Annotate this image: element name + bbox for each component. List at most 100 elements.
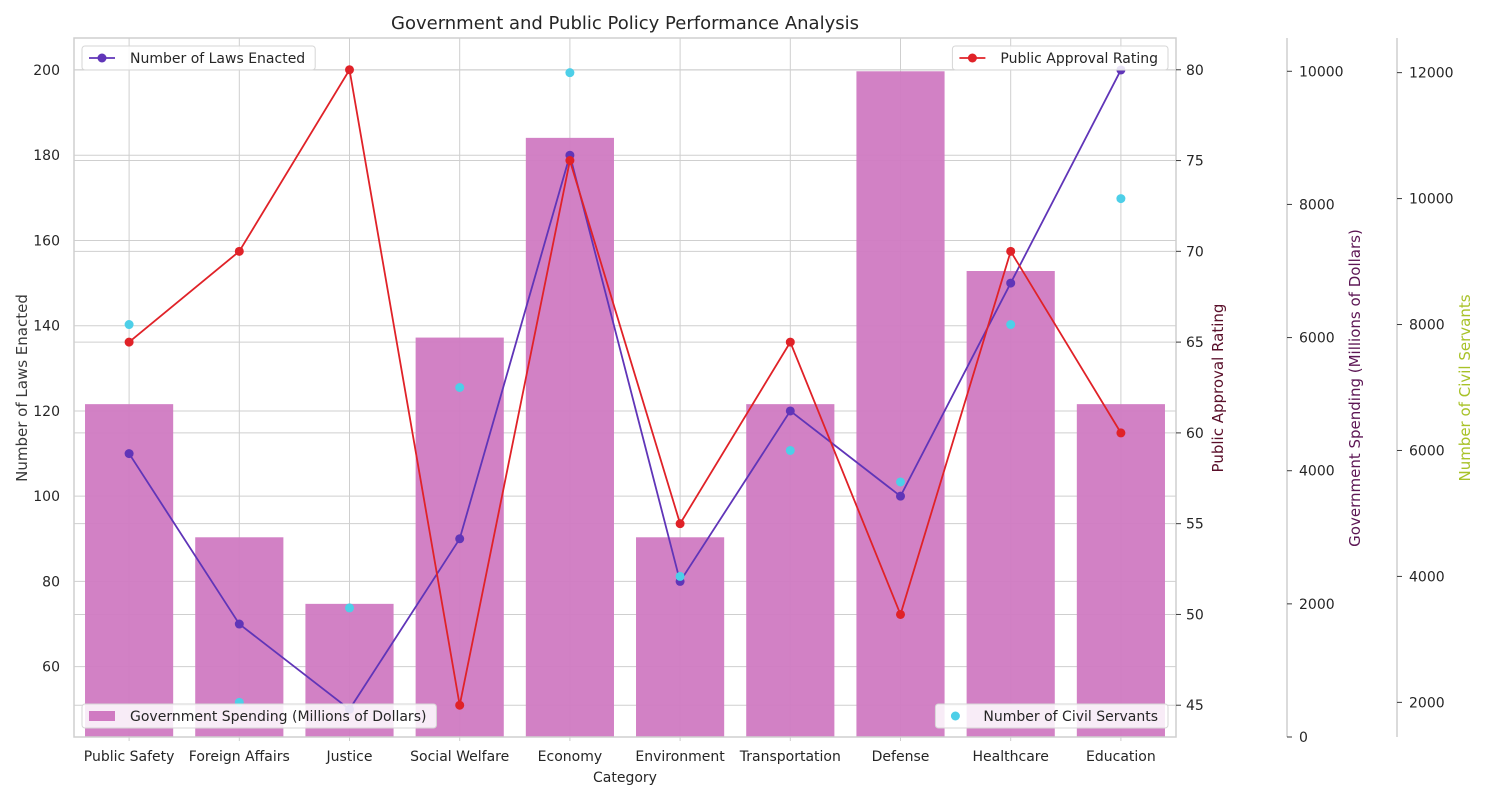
y-tick-label-servants: 6000 bbox=[1409, 443, 1445, 459]
y-tick-label-approval: 75 bbox=[1186, 154, 1204, 170]
y-axis-label-approval: Public Approval Rating bbox=[1209, 304, 1227, 473]
y-tick-label-laws: 180 bbox=[33, 148, 60, 164]
legend-marker bbox=[967, 53, 977, 63]
y-tick-label-approval: 60 bbox=[1186, 426, 1204, 442]
legend-bar: Government Spending (Millions of Dollars… bbox=[81, 703, 437, 729]
y-tick-label-spending: 4000 bbox=[1299, 464, 1335, 480]
y-tick-label-laws: 100 bbox=[33, 489, 60, 505]
x-tick-label: Defense bbox=[872, 749, 930, 765]
y-tick-label-servants: 2000 bbox=[1409, 695, 1445, 711]
legend-line: Public Approval Rating bbox=[951, 45, 1169, 71]
line-point bbox=[234, 246, 244, 256]
chart-title: Government and Public Policy Performance… bbox=[391, 13, 859, 34]
y-tick-label-approval: 45 bbox=[1186, 698, 1204, 714]
scatter-point bbox=[345, 603, 354, 613]
legend-label: Government Spending (Millions of Dollars… bbox=[130, 709, 426, 725]
line-series bbox=[124, 65, 1126, 714]
legend-box bbox=[81, 703, 437, 729]
plot-frame bbox=[73, 37, 1177, 738]
line-point bbox=[345, 65, 354, 75]
line-point bbox=[455, 700, 465, 710]
scatter-point bbox=[124, 320, 134, 330]
line-point bbox=[1006, 278, 1016, 288]
scatter-point bbox=[565, 68, 575, 78]
y-axis-label-spending: Government Spending (Millions of Dollars… bbox=[1346, 229, 1364, 547]
y-tick-label-servants: 12000 bbox=[1409, 66, 1454, 82]
line-point bbox=[124, 337, 134, 347]
y-tick-label-spending: 6000 bbox=[1299, 331, 1335, 347]
legend-bar-swatch bbox=[89, 711, 115, 721]
line-point bbox=[124, 449, 134, 459]
x-tick-label: Economy bbox=[538, 749, 602, 765]
y-tick-label-laws: 120 bbox=[33, 404, 60, 420]
y-axis-label-servants: Number of Civil Servants bbox=[1456, 294, 1474, 481]
line-point bbox=[1006, 246, 1016, 256]
x-axis-label: Category bbox=[593, 770, 657, 786]
legend-box bbox=[81, 45, 316, 71]
y-tick-label-laws: 60 bbox=[42, 660, 60, 676]
scatter-point bbox=[455, 383, 465, 392]
series-line bbox=[128, 67, 1122, 706]
line-point bbox=[455, 534, 465, 544]
legend-box bbox=[951, 45, 1169, 71]
y-tick-label-spending: 2000 bbox=[1299, 597, 1335, 613]
legend-box bbox=[934, 703, 1169, 729]
line-point bbox=[675, 519, 685, 529]
line-point bbox=[785, 337, 795, 347]
x-tick-label: Environment bbox=[635, 749, 725, 765]
bar-series bbox=[85, 71, 1165, 738]
y-tick-label-approval: 70 bbox=[1186, 244, 1204, 260]
scatter-point bbox=[896, 477, 905, 487]
scatter-point bbox=[675, 571, 685, 581]
line-point bbox=[565, 156, 575, 166]
y-tick-label-servants: 4000 bbox=[1409, 569, 1445, 585]
line-point bbox=[234, 619, 244, 629]
y-tick-label-laws: 160 bbox=[33, 233, 60, 249]
legend-marker bbox=[950, 711, 960, 721]
line-point bbox=[785, 406, 795, 416]
line-point bbox=[1116, 428, 1126, 438]
plot-border bbox=[73, 37, 1177, 738]
y-tick-label-laws: 80 bbox=[42, 574, 60, 590]
y-tick-label-approval: 80 bbox=[1186, 63, 1204, 79]
y-tick-label-spending: 10000 bbox=[1299, 64, 1344, 80]
bar bbox=[1076, 404, 1165, 737]
scatter-point bbox=[1006, 320, 1016, 330]
y-tick-label-approval: 55 bbox=[1186, 517, 1204, 533]
y-tick-label-laws: 140 bbox=[33, 319, 60, 335]
y-tick-label-spending: 8000 bbox=[1299, 197, 1335, 213]
y-tick-label-servants: 8000 bbox=[1409, 318, 1445, 334]
scatter-point bbox=[1116, 194, 1126, 204]
bar bbox=[85, 404, 174, 737]
x-tick-label: Social Welfare bbox=[410, 749, 509, 765]
axes: Public Safety Foreign Affairs Justice Socia… bbox=[33, 38, 1454, 765]
legend-scatter: Number of Civil Servants bbox=[934, 703, 1169, 729]
x-tick-label: Transportation bbox=[739, 749, 841, 765]
scatter-point bbox=[785, 445, 795, 455]
legend-label: Number of Civil Servants bbox=[983, 709, 1158, 725]
y-tick-label-approval: 50 bbox=[1186, 607, 1204, 623]
y-tick-label-laws: 200 bbox=[33, 63, 60, 79]
legend-label: Public Approval Rating bbox=[1000, 51, 1158, 67]
x-tick-label: Healthcare bbox=[973, 749, 1049, 765]
y-tick-label-spending: 0 bbox=[1299, 730, 1308, 746]
bar bbox=[746, 404, 835, 737]
legend-line: Number of Laws Enacted bbox=[81, 45, 316, 71]
x-tick-label: Education bbox=[1086, 749, 1156, 765]
legend-label: Number of Laws Enacted bbox=[130, 51, 305, 67]
x-tick-label: Justice bbox=[326, 749, 373, 765]
line-point bbox=[896, 609, 905, 619]
y-tick-label-servants: 10000 bbox=[1409, 192, 1454, 208]
y-tick-label-approval: 65 bbox=[1186, 335, 1204, 351]
bar bbox=[856, 71, 945, 738]
bar bbox=[525, 137, 614, 737]
line-point bbox=[896, 491, 905, 501]
series-line bbox=[128, 69, 1122, 711]
legends: Government Spending (Millions of Dollars… bbox=[81, 45, 1169, 729]
y-axis-label-laws: Number of Laws Enacted bbox=[13, 294, 31, 482]
x-tick-label: Public Safety bbox=[84, 749, 175, 765]
legend-marker bbox=[97, 53, 107, 63]
x-tick-label: Foreign Affairs bbox=[189, 749, 290, 765]
